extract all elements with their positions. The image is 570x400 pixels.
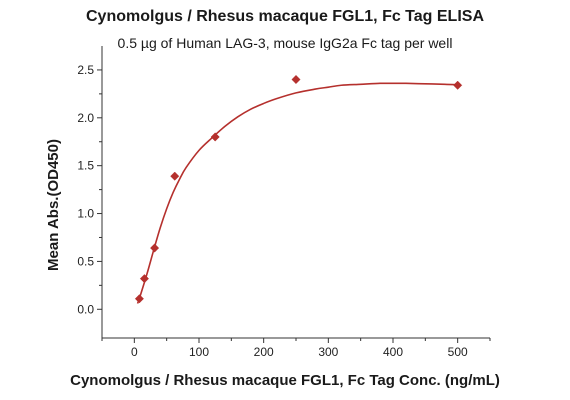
fit-curve: [136, 82, 458, 304]
data-point: [210, 132, 220, 142]
x-tick-label: 200: [254, 345, 274, 359]
y-tick-label: 2.0: [77, 111, 94, 125]
axes: [101, 46, 490, 339]
x-tick-label: 400: [383, 345, 403, 359]
data-points: [134, 74, 463, 304]
data-point: [134, 294, 144, 304]
x-ticks: 0 100 200 300 400 500: [101, 338, 491, 359]
x-tick-label: 500: [448, 345, 468, 359]
data-point: [453, 80, 463, 90]
y-tick-label: 1.0: [77, 207, 94, 221]
y-tick-label: 0.5: [77, 254, 94, 268]
data-point: [170, 171, 180, 181]
chart-subtitle: 0.5 µg of Human LAG-3, mouse IgG2a Fc ta…: [117, 35, 453, 51]
chart-title: Cynomolgus / Rhesus macaque FGL1, Fc Tag…: [86, 8, 484, 25]
y-ticks: 0.0 0.5 1.0 1.5 2.0 2.5: [77, 63, 102, 316]
x-tick-label: 0: [131, 345, 138, 359]
data-point: [150, 243, 160, 253]
data-point: [139, 274, 149, 284]
data-point: [291, 74, 301, 85]
x-tick-label: 300: [318, 345, 338, 359]
y-axis-label: Mean Abs.(OD450): [45, 139, 62, 271]
y-tick-label: 2.5: [77, 63, 94, 77]
y-tick-label: 0.0: [77, 302, 94, 316]
y-tick-label: 1.5: [77, 159, 94, 173]
x-tick-label: 100: [189, 345, 209, 359]
x-axis-label: Cynomolgus / Rhesus macaque FGL1, Fc Tag…: [70, 372, 500, 389]
